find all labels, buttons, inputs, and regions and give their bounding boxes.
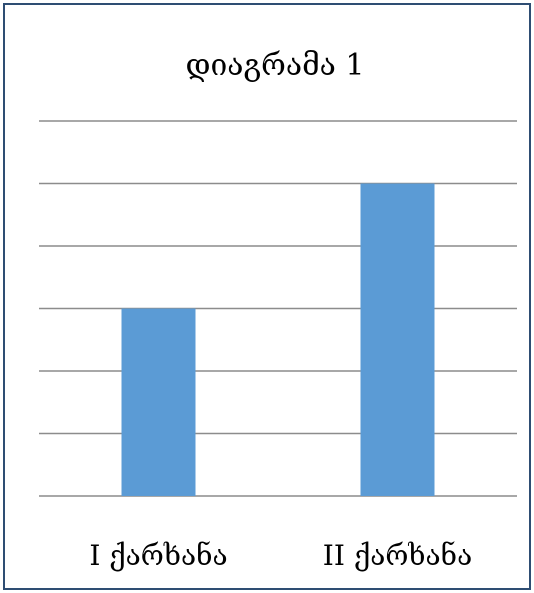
bar-chart: დიაგრამა 1 I ქარხანა II ქარხანა — [39, 48, 517, 572]
x-tick-label-2: II ქარხანა — [323, 539, 472, 572]
chart-title: დიაგრამა 1 — [185, 48, 364, 83]
chart-frame: დიაგრამა 1 I ქარხანა II ქარხანა — [3, 3, 531, 590]
bar-2 — [360, 183, 435, 496]
gridlines — [39, 120, 517, 497]
x-tick-label-1: I ქარხანა — [89, 539, 227, 572]
bar-1 — [121, 308, 196, 496]
bars — [121, 183, 435, 496]
x-tick-labels: I ქარხანა II ქარხანა — [89, 539, 472, 572]
